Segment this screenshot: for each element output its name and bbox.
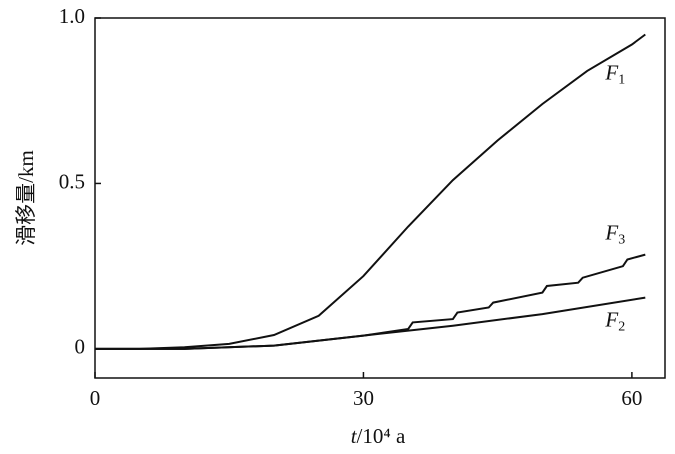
- x-tick-label: 30: [353, 386, 374, 410]
- y-tick-label: 1.0: [59, 4, 85, 28]
- y-axis-label: 滑移量/km: [14, 150, 38, 246]
- series-line: [95, 33, 646, 350]
- series-label: F1: [604, 60, 625, 87]
- x-tick-label: 60: [621, 386, 642, 410]
- plot-frame: [94, 17, 666, 379]
- series-line: [95, 296, 646, 350]
- y-tick-label: 0.5: [59, 169, 85, 193]
- y-tick-label: 0: [75, 335, 86, 359]
- x-axis-label: t/10⁴ a: [351, 424, 406, 448]
- series-label: F3: [604, 220, 625, 247]
- series-line: [95, 253, 646, 350]
- x-tick-label: 0: [90, 386, 101, 410]
- series-label: F2: [604, 307, 625, 334]
